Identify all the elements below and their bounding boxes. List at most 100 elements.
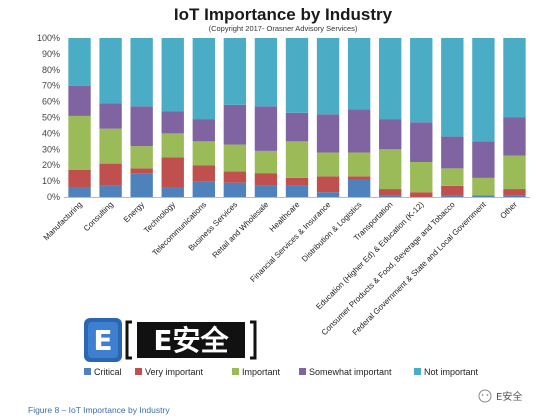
y-tick-label: 90%	[42, 49, 60, 59]
wechat-icon	[478, 389, 492, 403]
bar-segment	[379, 189, 402, 196]
bar-segment	[472, 177, 495, 196]
y-tick-label: 30%	[42, 144, 60, 154]
bar-segment	[99, 163, 122, 186]
category-label: Retail and Wholesale	[211, 200, 271, 260]
bar-segment	[316, 38, 340, 115]
legend-swatch	[414, 368, 421, 375]
bar-segment	[161, 157, 184, 188]
bar-segment	[192, 181, 215, 197]
bar-segment	[285, 141, 309, 178]
bar-segment	[285, 177, 309, 186]
bar-segment	[347, 179, 371, 197]
bar-segment	[161, 133, 184, 158]
bar-segment	[254, 38, 278, 107]
bar-segment	[285, 112, 309, 142]
legend-label: Important	[242, 367, 281, 377]
bar-segment	[254, 150, 278, 174]
y-tick-label: 20%	[42, 160, 60, 170]
bar-segment	[99, 38, 122, 104]
bar-segment	[161, 187, 184, 197]
category-label: Distribution & Logistics	[300, 200, 364, 264]
y-tick-label: 70%	[42, 81, 60, 91]
legend-label: Not important	[424, 367, 479, 377]
legend-swatch	[84, 368, 91, 375]
bar-segment	[410, 162, 433, 193]
bar-segment	[472, 195, 495, 197]
bar-segment	[254, 173, 278, 186]
bar-segment	[161, 38, 184, 112]
footer-brand-text: E安全	[496, 390, 522, 403]
bar-segment	[192, 141, 215, 166]
bar-segment	[410, 192, 433, 197]
logo-letter: E	[93, 324, 112, 357]
bar-segment	[68, 169, 91, 188]
legend-swatch	[299, 368, 306, 375]
watermark-logo: E E安全	[84, 318, 257, 362]
legend: Critical Very important Important Somewhat …	[84, 367, 479, 377]
bar-segment	[130, 173, 153, 197]
category-label: Energy	[122, 200, 146, 224]
bar-segment	[130, 38, 153, 107]
bar-segment	[99, 185, 122, 197]
chart-subtitle: (Copyright 2017- Orasner Advisory Servic…	[209, 24, 358, 33]
bars	[68, 38, 526, 197]
bar-segment	[130, 146, 153, 169]
bar-segment	[379, 149, 402, 190]
y-axis: 0% 10% 20% 30% 40% 50% 60% 70% 80% 90% 100%	[37, 33, 530, 202]
bar-segment	[379, 38, 402, 120]
legend-label: Critical	[94, 367, 122, 377]
bar-segment	[347, 109, 371, 153]
bar-segment	[316, 192, 340, 197]
bar-segment	[503, 155, 526, 190]
bar-segment	[503, 189, 526, 196]
bar-segment	[223, 182, 247, 197]
bar-segment	[223, 104, 247, 145]
legend-swatch	[135, 368, 142, 375]
bracket-left-icon	[125, 320, 132, 360]
bar-segment	[379, 195, 402, 197]
bar-segment	[223, 144, 247, 172]
bar-segment	[223, 38, 247, 105]
category-label: Manufacturing	[42, 200, 84, 242]
bar-segment	[68, 115, 91, 170]
bar-segment	[503, 117, 526, 156]
bar-segment	[161, 111, 184, 134]
bar-segment	[130, 106, 153, 147]
bar-segment	[192, 165, 215, 182]
bar-segment	[68, 85, 91, 116]
figure-caption: Figure 8 – IoT Importance by Industry	[28, 405, 170, 415]
bar-segment	[441, 168, 464, 186]
y-tick-label: 50%	[42, 113, 60, 123]
bar-segment	[472, 141, 495, 178]
bar-segment	[379, 119, 402, 150]
bar-segment	[254, 185, 278, 197]
bar-segment	[441, 185, 464, 196]
bar-segment	[68, 38, 91, 86]
bar-segment	[99, 128, 122, 164]
y-tick-label: 100%	[37, 33, 60, 43]
bar-segment	[347, 38, 371, 110]
brand-text: E安全	[153, 324, 229, 357]
bar-segment	[410, 122, 433, 163]
legend-label: Somewhat important	[309, 367, 392, 377]
category-label: Consulting	[82, 200, 115, 233]
bar-segment	[316, 176, 340, 193]
bar-segment	[192, 38, 215, 120]
bar-segment	[347, 152, 371, 177]
category-label: Education (Higher Ed) & Education (K-12)	[314, 200, 426, 312]
bar-segment	[441, 38, 464, 137]
legend-swatch	[232, 368, 239, 375]
y-tick-label: 0%	[47, 192, 60, 202]
bar-segment	[316, 152, 340, 177]
chart-title: IoT Importance by Industry	[174, 5, 393, 24]
bar-segment	[254, 106, 278, 151]
footer-brand: E安全	[478, 389, 522, 403]
bar-segment	[316, 114, 340, 153]
bar-segment	[441, 136, 464, 169]
category-label: Other	[498, 200, 519, 221]
bar-segment	[410, 38, 433, 123]
bar-segment	[285, 185, 309, 197]
